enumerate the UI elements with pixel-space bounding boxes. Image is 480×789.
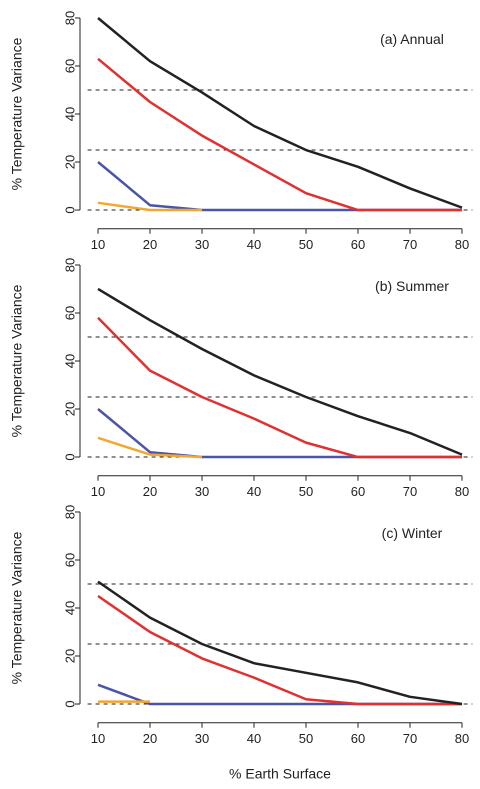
panel-title: (b) Summer (375, 278, 449, 294)
x-tick-label: 10 (91, 484, 105, 499)
x-tick-label: 80 (455, 237, 469, 252)
data-line (97, 17, 463, 209)
data-line (97, 436, 203, 459)
y-tick-label: 80 (62, 505, 77, 519)
y-tick-label: 80 (62, 11, 77, 25)
x-tick-label: 20 (143, 237, 157, 252)
y-tick-label: 40 (62, 107, 77, 121)
panel-title: (c) Winter (382, 525, 443, 541)
x-tick-label: 20 (143, 731, 157, 746)
y-tick-label: 0 (62, 700, 77, 707)
x-axis-label: % Earth Surface (229, 766, 331, 782)
x-tick-label: 40 (247, 237, 261, 252)
x-tick-label: 30 (195, 484, 209, 499)
y-tick-label: 60 (62, 306, 77, 320)
y-tick-label: 40 (62, 354, 77, 368)
x-tick-label: 60 (351, 237, 365, 252)
x-tick-label: 20 (143, 484, 157, 499)
y-axis-label: % Temperature Variance (9, 284, 25, 437)
x-tick-label: 70 (403, 484, 417, 499)
data-line (97, 287, 463, 456)
x-tick-label: 30 (195, 237, 209, 252)
y-tick-label: 20 (62, 402, 77, 416)
y-tick-label: 20 (62, 155, 77, 169)
x-tick-label: 80 (455, 731, 469, 746)
y-tick-label: 80 (62, 258, 77, 272)
data-line (97, 57, 462, 212)
x-tick-label: 40 (247, 484, 261, 499)
x-tick-label: 80 (455, 484, 469, 499)
x-tick-label: 50 (299, 731, 313, 746)
x-tick-label: 10 (91, 237, 105, 252)
x-tick-label: 60 (351, 731, 365, 746)
data-line (97, 201, 202, 212)
x-tick-label: 70 (403, 731, 417, 746)
x-tick-label: 10 (91, 731, 105, 746)
x-tick-label: 50 (299, 484, 313, 499)
y-tick-label: 0 (62, 453, 77, 460)
x-tick-label: 30 (195, 731, 209, 746)
y-tick-label: 60 (62, 59, 77, 73)
y-tick-label: 60 (62, 553, 77, 567)
y-axis-label: % Temperature Variance (9, 37, 25, 190)
data-line (97, 316, 462, 459)
x-tick-label: 70 (403, 237, 417, 252)
x-tick-label: 60 (351, 484, 365, 499)
y-tick-label: 40 (62, 601, 77, 615)
x-tick-label: 50 (299, 237, 313, 252)
y-tick-label: 0 (62, 206, 77, 213)
y-axis-label: % Temperature Variance (9, 531, 25, 684)
panel-title: (a) Annual (380, 31, 444, 47)
x-tick-label: 40 (247, 731, 261, 746)
y-tick-label: 20 (62, 649, 77, 663)
data-line (97, 580, 463, 706)
data-line (97, 594, 462, 706)
